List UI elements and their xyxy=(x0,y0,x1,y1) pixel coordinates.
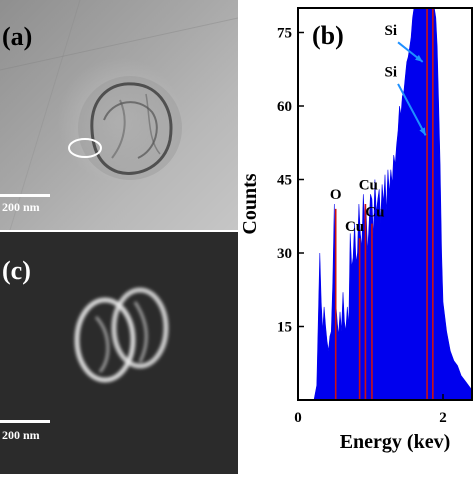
arrow-line-1 xyxy=(397,83,427,136)
edx-spectrum-chart: 15 30 45 60 75 0 2 O Cu Cu Cu Si Si (b) Counts Ener… xyxy=(238,0,474,474)
y-axis-title: Counts xyxy=(239,173,261,234)
y-tick-label: 45 xyxy=(277,173,292,189)
panel-b-label: (b) xyxy=(312,21,344,50)
tem-particle-graphic xyxy=(0,0,238,230)
arrow-head-0 xyxy=(414,54,423,62)
panel-a-tem-image: (a) 200 nm xyxy=(0,0,238,230)
x-axis-title: Energy (kev) xyxy=(340,431,451,453)
selected-region-ellipse xyxy=(68,138,102,158)
panel-c-label: (c) xyxy=(2,256,31,285)
x-tick-label: 0 xyxy=(294,410,302,426)
panel-c-scalebar-label: 200 nm xyxy=(2,428,40,442)
peak-label-cu-3: Cu xyxy=(365,204,384,220)
y-tick-label: 30 xyxy=(277,246,292,262)
panel-c-darkfield-image: (c) 200 nm xyxy=(0,232,238,474)
panel-c-scalebar xyxy=(0,420,50,423)
plot-frame xyxy=(297,7,473,401)
panel-a-scalebar xyxy=(0,194,50,197)
panel-a-scalebar-label: 200 nm xyxy=(2,200,40,214)
peak-label-si-4: Si xyxy=(385,23,398,39)
peak-label-o-0: O xyxy=(330,187,342,203)
darkfield-particle-graphic xyxy=(74,287,169,383)
x-tick-label: 2 xyxy=(439,410,447,426)
y-tick-label: 75 xyxy=(277,26,292,42)
arrow-head-1 xyxy=(419,127,426,136)
peak-label-cu-2: Cu xyxy=(359,177,378,193)
panel-a-label: (a) xyxy=(2,22,33,51)
peak-label-cu-1: Cu xyxy=(345,219,364,235)
y-tick-label: 15 xyxy=(277,320,292,336)
y-tick-label: 60 xyxy=(277,99,292,115)
peak-label-si-5: Si xyxy=(385,65,398,81)
